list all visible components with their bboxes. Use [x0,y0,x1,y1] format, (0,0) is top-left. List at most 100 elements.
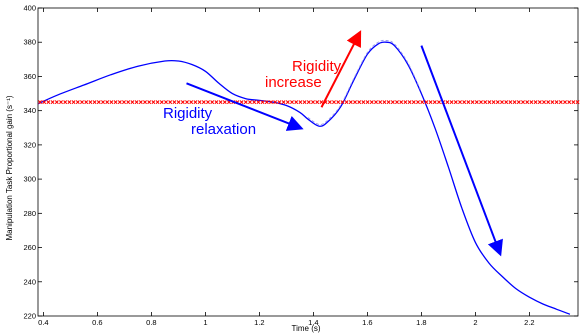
threshold-marker [390,100,395,105]
y-tick-label: 220 [23,312,36,321]
threshold-line [38,100,580,105]
threshold-marker [495,100,500,105]
threshold-marker [290,100,294,105]
threshold-marker [348,100,353,105]
x-tick-label: 1.4 [308,318,318,327]
threshold-marker [403,100,408,105]
threshold-marker [487,100,492,105]
threshold-marker [508,100,513,105]
threshold-marker [470,100,475,105]
threshold-marker [54,100,59,105]
x-tick-label: 1.6 [362,318,372,327]
threshold-marker [327,100,332,105]
threshold-marker [185,100,189,105]
gain-curve [37,41,571,315]
threshold-marker [516,100,521,105]
threshold-marker [449,100,454,105]
series-layer [37,39,580,315]
threshold-marker [147,100,152,105]
threshold-marker [197,100,202,105]
threshold-marker [563,100,567,105]
threshold-marker [533,100,538,105]
annotation-increase-line1: Rigidity [292,58,342,75]
threshold-marker [172,100,177,105]
threshold-marker [117,100,122,105]
threshold-marker [218,100,223,105]
threshold-marker [386,100,391,105]
threshold-marker [80,100,84,105]
threshold-marker [558,100,563,105]
threshold-marker [260,100,265,105]
threshold-marker [206,100,210,105]
x-tick-label: 1.2 [254,318,264,327]
threshold-marker [168,100,173,105]
x-tick-label: 0.6 [92,318,102,327]
threshold-marker [521,100,525,105]
threshold-marker [525,100,530,105]
threshold-marker [529,100,534,105]
threshold-marker [311,100,315,105]
threshold-marker [369,100,374,105]
y-tick-label: 280 [23,209,36,218]
threshold-marker [458,100,462,105]
threshold-marker [285,100,290,105]
threshold-marker [273,100,278,105]
threshold-marker [151,100,156,105]
threshold-marker [374,100,378,105]
annotation-arrow [420,45,503,257]
threshold-marker [315,100,320,105]
threshold-marker [88,100,93,105]
x-tick-label: 2 [473,318,477,327]
threshold-marker [512,100,517,105]
threshold-marker [411,100,416,105]
threshold-marker [92,100,97,105]
axes-frame [37,7,579,317]
annotation-relaxation-line1: Rigidity [163,105,213,122]
threshold-marker [357,100,362,105]
plot-frame [37,7,579,317]
threshold-marker [432,100,437,105]
threshold-marker [105,100,110,105]
threshold-marker [159,100,164,105]
threshold-marker [256,100,261,105]
threshold-marker [575,100,580,105]
threshold-marker [407,100,412,105]
threshold-marker [138,100,143,105]
threshold-marker [109,100,114,105]
x-tick-label: 1.8 [416,318,426,327]
threshold-marker [201,100,206,105]
x-tick-label: 0.4 [38,318,48,327]
threshold-marker [96,100,101,105]
threshold-marker [479,100,483,105]
threshold-marker [75,100,80,105]
threshold-marker [63,100,68,105]
threshold-marker [483,100,488,105]
threshold-marker [437,100,441,105]
threshold-marker [113,100,118,105]
threshold-marker [344,100,349,105]
threshold-marker [453,100,458,105]
annotation-relaxation-line2: relaxation [191,121,256,138]
threshold-marker [353,100,357,105]
threshold-marker [281,100,286,105]
threshold-marker [340,100,345,105]
threshold-marker [550,100,555,105]
threshold-marker [542,100,546,105]
threshold-marker [222,100,227,105]
threshold-marker [264,100,269,105]
threshold-marker [491,100,496,105]
threshold-marker [294,100,299,105]
threshold-marker [164,100,168,105]
threshold-marker [130,100,135,105]
threshold-marker [399,100,404,105]
annotation-layer: Rigidity relaxation Rigidity increase [163,30,503,257]
threshold-marker [38,100,42,105]
annotation-arrow [186,82,304,131]
threshold-marker [336,100,341,105]
y-tick-label: 300 [23,175,36,184]
threshold-marker [306,100,311,105]
threshold-marker [84,100,89,105]
threshold-marker [424,100,429,105]
threshold-marker [462,100,467,105]
axis-ticks: 0.4 0.6 0.8 1 1.2 1.4 1.6 1.8 2 2.2 220 240 260 280 30… [23,4,578,327]
